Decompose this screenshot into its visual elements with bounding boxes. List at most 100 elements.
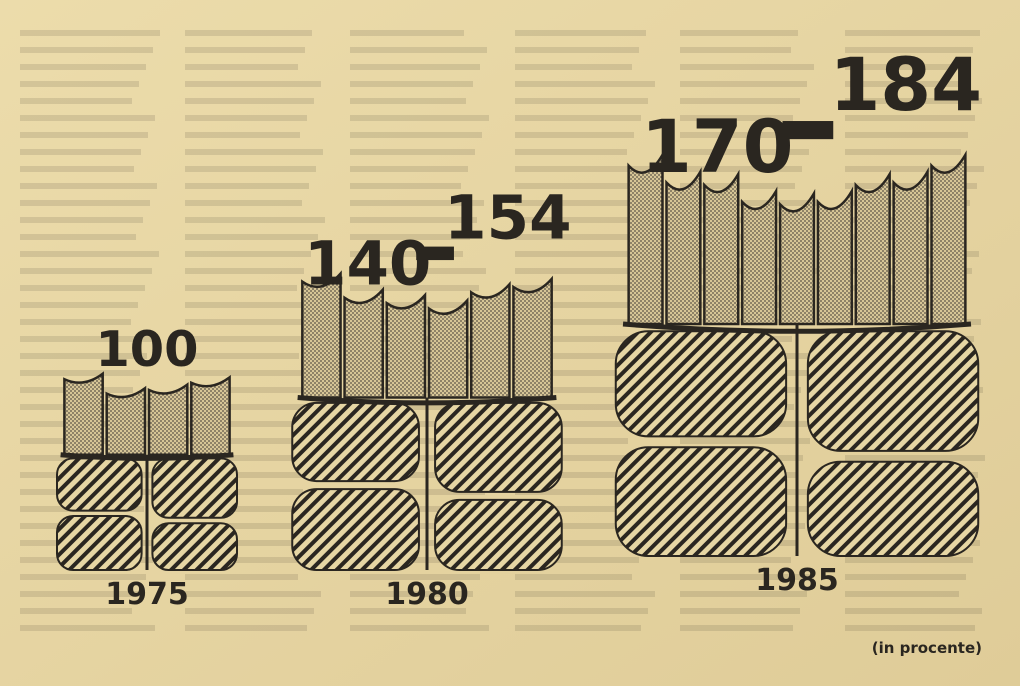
newsprint-line: [350, 149, 475, 155]
leaf: [808, 462, 978, 556]
newsprint-line: [185, 234, 318, 240]
newsprint-line: [20, 166, 134, 172]
newsprint-line: [350, 64, 480, 70]
newsprint-line: [20, 217, 143, 223]
leaf: [152, 458, 237, 517]
newsprint-line: [185, 47, 305, 53]
newsprint-line: [20, 183, 157, 189]
newsprint-line: [20, 98, 132, 104]
newsprint-line: [185, 81, 321, 87]
newsprint-line: [515, 98, 648, 104]
newsprint-line: [350, 132, 482, 138]
newsprint-line: [185, 183, 309, 189]
range-dash: [783, 121, 834, 139]
petal-column: [345, 290, 383, 398]
newsprint-line: [185, 200, 302, 206]
newsprint-line: [515, 30, 646, 36]
year-label: 1980: [385, 577, 469, 612]
unit-note: (in procente): [872, 639, 982, 657]
leaf: [57, 516, 142, 570]
newsprint-line: [350, 98, 466, 104]
newsprint-line: [515, 47, 639, 53]
newsprint-line: [185, 625, 307, 631]
newsprint-line: [185, 149, 323, 155]
newsprint-line: [185, 217, 325, 223]
newsprint-line: [680, 47, 791, 53]
petal-column: [191, 377, 229, 454]
petal-column: [932, 155, 966, 324]
newsprint-line: [680, 64, 814, 70]
leaf: [435, 403, 562, 492]
newsprint-line: [185, 285, 297, 291]
value-label: 170: [641, 105, 794, 190]
newsprint-line: [20, 132, 148, 138]
newsprint-line: [350, 81, 473, 87]
plant: [616, 155, 978, 556]
newsprint-line: [20, 302, 138, 308]
newsprint-line: [20, 64, 146, 70]
newsprint-line: [185, 268, 304, 274]
newsprint-line: [185, 336, 306, 342]
value-label: 154: [444, 183, 571, 254]
petal-column: [704, 174, 738, 324]
newsprint-line: [515, 149, 627, 155]
year-label: 1975: [105, 577, 189, 612]
newsprint-line: [185, 132, 300, 138]
newsprint-line: [680, 98, 800, 104]
newsprint-line: [515, 132, 634, 138]
newsprint-line: [350, 625, 489, 631]
petal-column: [513, 279, 551, 398]
leaf: [616, 331, 786, 436]
newsprint-line: [185, 302, 320, 308]
newsprint-line: [20, 285, 145, 291]
newsprint-line: [185, 353, 299, 359]
newsprint-line: [20, 149, 141, 155]
newsprint-line: [845, 557, 973, 563]
newsprint-line: [680, 625, 793, 631]
leaf: [152, 523, 237, 570]
leaf: [57, 458, 142, 510]
newsprint-line: [845, 132, 968, 138]
petal-column: [471, 284, 509, 397]
newsprint-line: [20, 81, 139, 87]
newsprint-line: [185, 251, 311, 257]
newsprint-line: [845, 574, 966, 580]
petal-column: [429, 301, 467, 398]
newsprint-line: [185, 574, 298, 580]
petal-column: [780, 194, 814, 324]
newsprint-line: [185, 166, 316, 172]
newsprint-line: [20, 234, 136, 240]
leaf: [616, 447, 786, 556]
newsprint-line: [185, 30, 312, 36]
value-label: 184: [829, 43, 982, 128]
newsprint-line: [185, 608, 314, 614]
newsprint-line: [680, 81, 807, 87]
newsprint-line: [185, 319, 313, 325]
newsprint-line: [845, 625, 975, 631]
petal-column: [856, 174, 890, 324]
newsprint-line: [515, 285, 631, 291]
newsprint-line: [20, 200, 150, 206]
newsprint-line: [515, 268, 638, 274]
newsprint-line: [515, 625, 641, 631]
newsprint-line: [20, 47, 153, 53]
newsprint-line: [515, 591, 655, 597]
newsprint-line: [20, 251, 159, 257]
newsprint-line: [350, 30, 464, 36]
petal-column: [666, 172, 700, 324]
newsprint-line: [515, 574, 632, 580]
leaf: [292, 403, 419, 481]
newsprint-line: [350, 47, 487, 53]
newsprint-line: [845, 149, 961, 155]
newsprint-line: [350, 115, 489, 121]
newsprint-line: [185, 98, 314, 104]
newsprint-line: [185, 64, 298, 70]
petal-column: [742, 191, 776, 324]
newsprint-line: [680, 438, 810, 444]
newsprint-line: [185, 591, 321, 597]
newsprint-line: [20, 30, 160, 36]
leaf: [292, 489, 419, 570]
newsprint-line: [845, 591, 959, 597]
chart: 197510019801401541985170184(in procente): [0, 0, 1020, 686]
newsprint-line: [845, 608, 982, 614]
